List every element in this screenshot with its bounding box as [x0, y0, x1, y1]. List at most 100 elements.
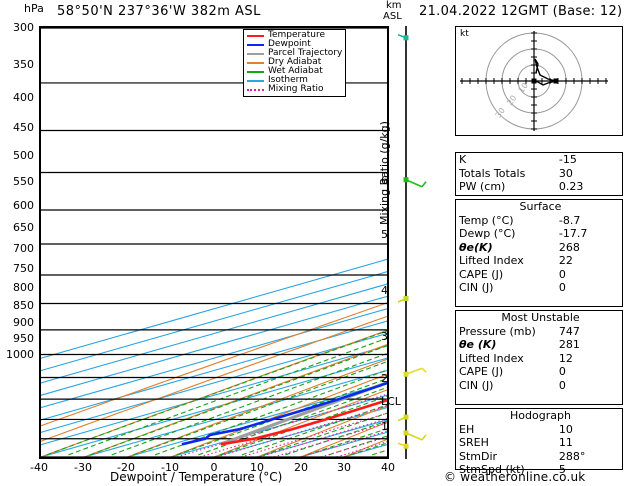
- row-value: -15: [558, 153, 577, 166]
- wind-barb-canvas: [385, 26, 427, 459]
- hodograph-unit-label: kt: [460, 29, 469, 39]
- hodograph-stats-title: Hodograph: [510, 409, 571, 422]
- y-tick-900: 900: [13, 316, 34, 329]
- x-tick--40: -40: [30, 461, 48, 474]
- km-tick-4: 4: [381, 284, 388, 297]
- legend-item-temperature: Temperature: [247, 31, 342, 40]
- legend-swatch-temperature: [247, 34, 264, 37]
- table-row: Pressure (mb) 747: [456, 325, 622, 339]
- legend-label-mixing-ratio: Mixing Ratio: [268, 84, 324, 94]
- legend-item-dry-adiabat: Dry Adiabat: [247, 58, 342, 67]
- hodograph-stats-panel: Hodograph EH 10 SREH 11 StmDir 288° StmSpd …: [455, 408, 623, 476]
- x-tick-30: 30: [337, 461, 351, 474]
- x-tick-0: 0: [210, 461, 218, 474]
- legend-swatch-isotherm: [247, 79, 264, 82]
- legend-label-isotherm: Isotherm: [268, 75, 308, 85]
- y-tick-850: 850: [13, 299, 34, 312]
- y-tick-450: 450: [13, 121, 34, 134]
- x-tick--20: -20: [117, 461, 135, 474]
- legend-label-temperature: Temperature: [268, 30, 326, 40]
- legend-swatch-mixing-ratio: [247, 88, 264, 91]
- table-row: CAPE (J) 0: [456, 268, 622, 282]
- table-row: StmDir 288°: [456, 450, 622, 464]
- y-tick-300: 300: [13, 21, 34, 34]
- row-value: 0: [558, 365, 566, 378]
- table-row: Lifted Index 22: [456, 254, 622, 268]
- row-label: Totals Totals: [459, 166, 526, 180]
- legend-swatch-parcel-trajectory: [247, 52, 264, 55]
- row-label: θe(K): [459, 240, 493, 254]
- legend-item-dewpoint: Dewpoint: [247, 40, 342, 49]
- row-label: CIN (J): [459, 378, 494, 392]
- table-row: PW (cm) 0.23: [456, 180, 622, 194]
- surface-table: Surface Temp (°C) -8.7 Dewp (°C) -17.7 θe(…: [456, 200, 622, 295]
- indices-panel: K -15 Totals Totals 30 PW (cm) 0.23: [455, 152, 623, 196]
- row-value: 11: [558, 436, 573, 449]
- skewt-plot: [39, 26, 389, 459]
- row-label: PW (cm): [459, 180, 506, 193]
- svg-text:10: 10: [517, 81, 530, 95]
- row-value: 0: [558, 281, 566, 294]
- station-title: 58°50'N 237°36'W 382m ASL: [57, 4, 261, 19]
- row-label: Temp (°C): [459, 213, 514, 227]
- km-tick-5: 5: [381, 228, 388, 241]
- surface-panel: Surface Temp (°C) -8.7 Dewp (°C) -17.7 θe(…: [455, 199, 623, 307]
- legend: Temperature Dewpoint Parcel Trajectory D…: [243, 29, 347, 97]
- lcl-tick: LCL: [381, 395, 401, 408]
- row-value: 747: [558, 324, 580, 338]
- row-value: 0: [558, 267, 566, 281]
- km-tick-2: 2: [381, 372, 388, 385]
- y-tick-350: 350: [13, 58, 34, 71]
- svg-text:20: 20: [505, 94, 518, 108]
- row-value: 5: [558, 463, 566, 476]
- asl-unit-label: ASL: [383, 11, 402, 22]
- row-label: CIN (J): [459, 281, 494, 294]
- x-tick-20: 20: [294, 461, 308, 474]
- copyright-notice: © weatheronline.co.uk: [444, 470, 586, 484]
- km-tick-1: 1: [381, 420, 388, 433]
- row-label: CAPE (J): [459, 365, 504, 378]
- hodograph-chart: kt 10 20 30: [455, 26, 623, 136]
- row-value: 30: [558, 166, 573, 180]
- x-tick--30: -30: [74, 461, 92, 474]
- table-row: StmSpd (kt) 5: [456, 463, 622, 477]
- table-row: SREH 11: [456, 436, 622, 450]
- table-row: θe(K) 268: [456, 241, 622, 255]
- legend-swatch-dry-adiabat: [247, 61, 264, 64]
- model-run-title: 21.04.2022 12GMT (Base: 12): [419, 4, 623, 19]
- legend-label-dewpoint: Dewpoint: [268, 39, 311, 49]
- row-value: 12: [558, 351, 573, 365]
- mixing-ratio-axis-title: Mixing Ratio (g/kg): [378, 121, 391, 225]
- km-tick-6: 6: [381, 174, 388, 187]
- row-label: K: [459, 153, 467, 166]
- y-tick-750: 750: [13, 262, 34, 275]
- indices-table: K -15 Totals Totals 30 PW (cm) 0.23: [456, 153, 622, 194]
- row-label: StmDir: [459, 449, 498, 463]
- y-tick-1000: 1000: [6, 348, 34, 361]
- y-tick-800: 800: [13, 281, 34, 294]
- row-value: 268: [558, 240, 580, 254]
- x-axis-title: Dewpoint / Temperature (°C): [110, 470, 283, 484]
- y-tick-650: 650: [13, 221, 34, 234]
- row-label: Lifted Index: [459, 254, 524, 267]
- x-tick-10: 10: [250, 461, 264, 474]
- row-value: -8.7: [558, 213, 581, 227]
- row-label: Dewp (°C): [459, 227, 516, 240]
- table-row: CIN (J) 0: [456, 281, 622, 295]
- legend-item-isotherm: Isotherm: [247, 76, 342, 85]
- y-tick-950: 950: [13, 332, 34, 345]
- most-unstable-table: Most Unstable Pressure (mb) 747 θe (K) 281…: [456, 311, 622, 392]
- legend-label-dry-adiabat: Dry Adiabat: [268, 57, 322, 67]
- table-header-row: Hodograph: [456, 409, 622, 423]
- skewt-canvas: [41, 28, 387, 457]
- most-unstable-title: Most Unstable: [501, 311, 580, 324]
- table-row: Lifted Index 12: [456, 352, 622, 366]
- table-header-row: Most Unstable: [456, 311, 622, 325]
- y-tick-550: 550: [13, 175, 34, 188]
- y-tick-500: 500: [13, 149, 34, 162]
- table-row: Temp (°C) -8.7: [456, 214, 622, 228]
- pressure-unit-label: hPa: [24, 2, 44, 15]
- x-tick-40: 40: [381, 461, 395, 474]
- row-label: CAPE (J): [459, 267, 504, 281]
